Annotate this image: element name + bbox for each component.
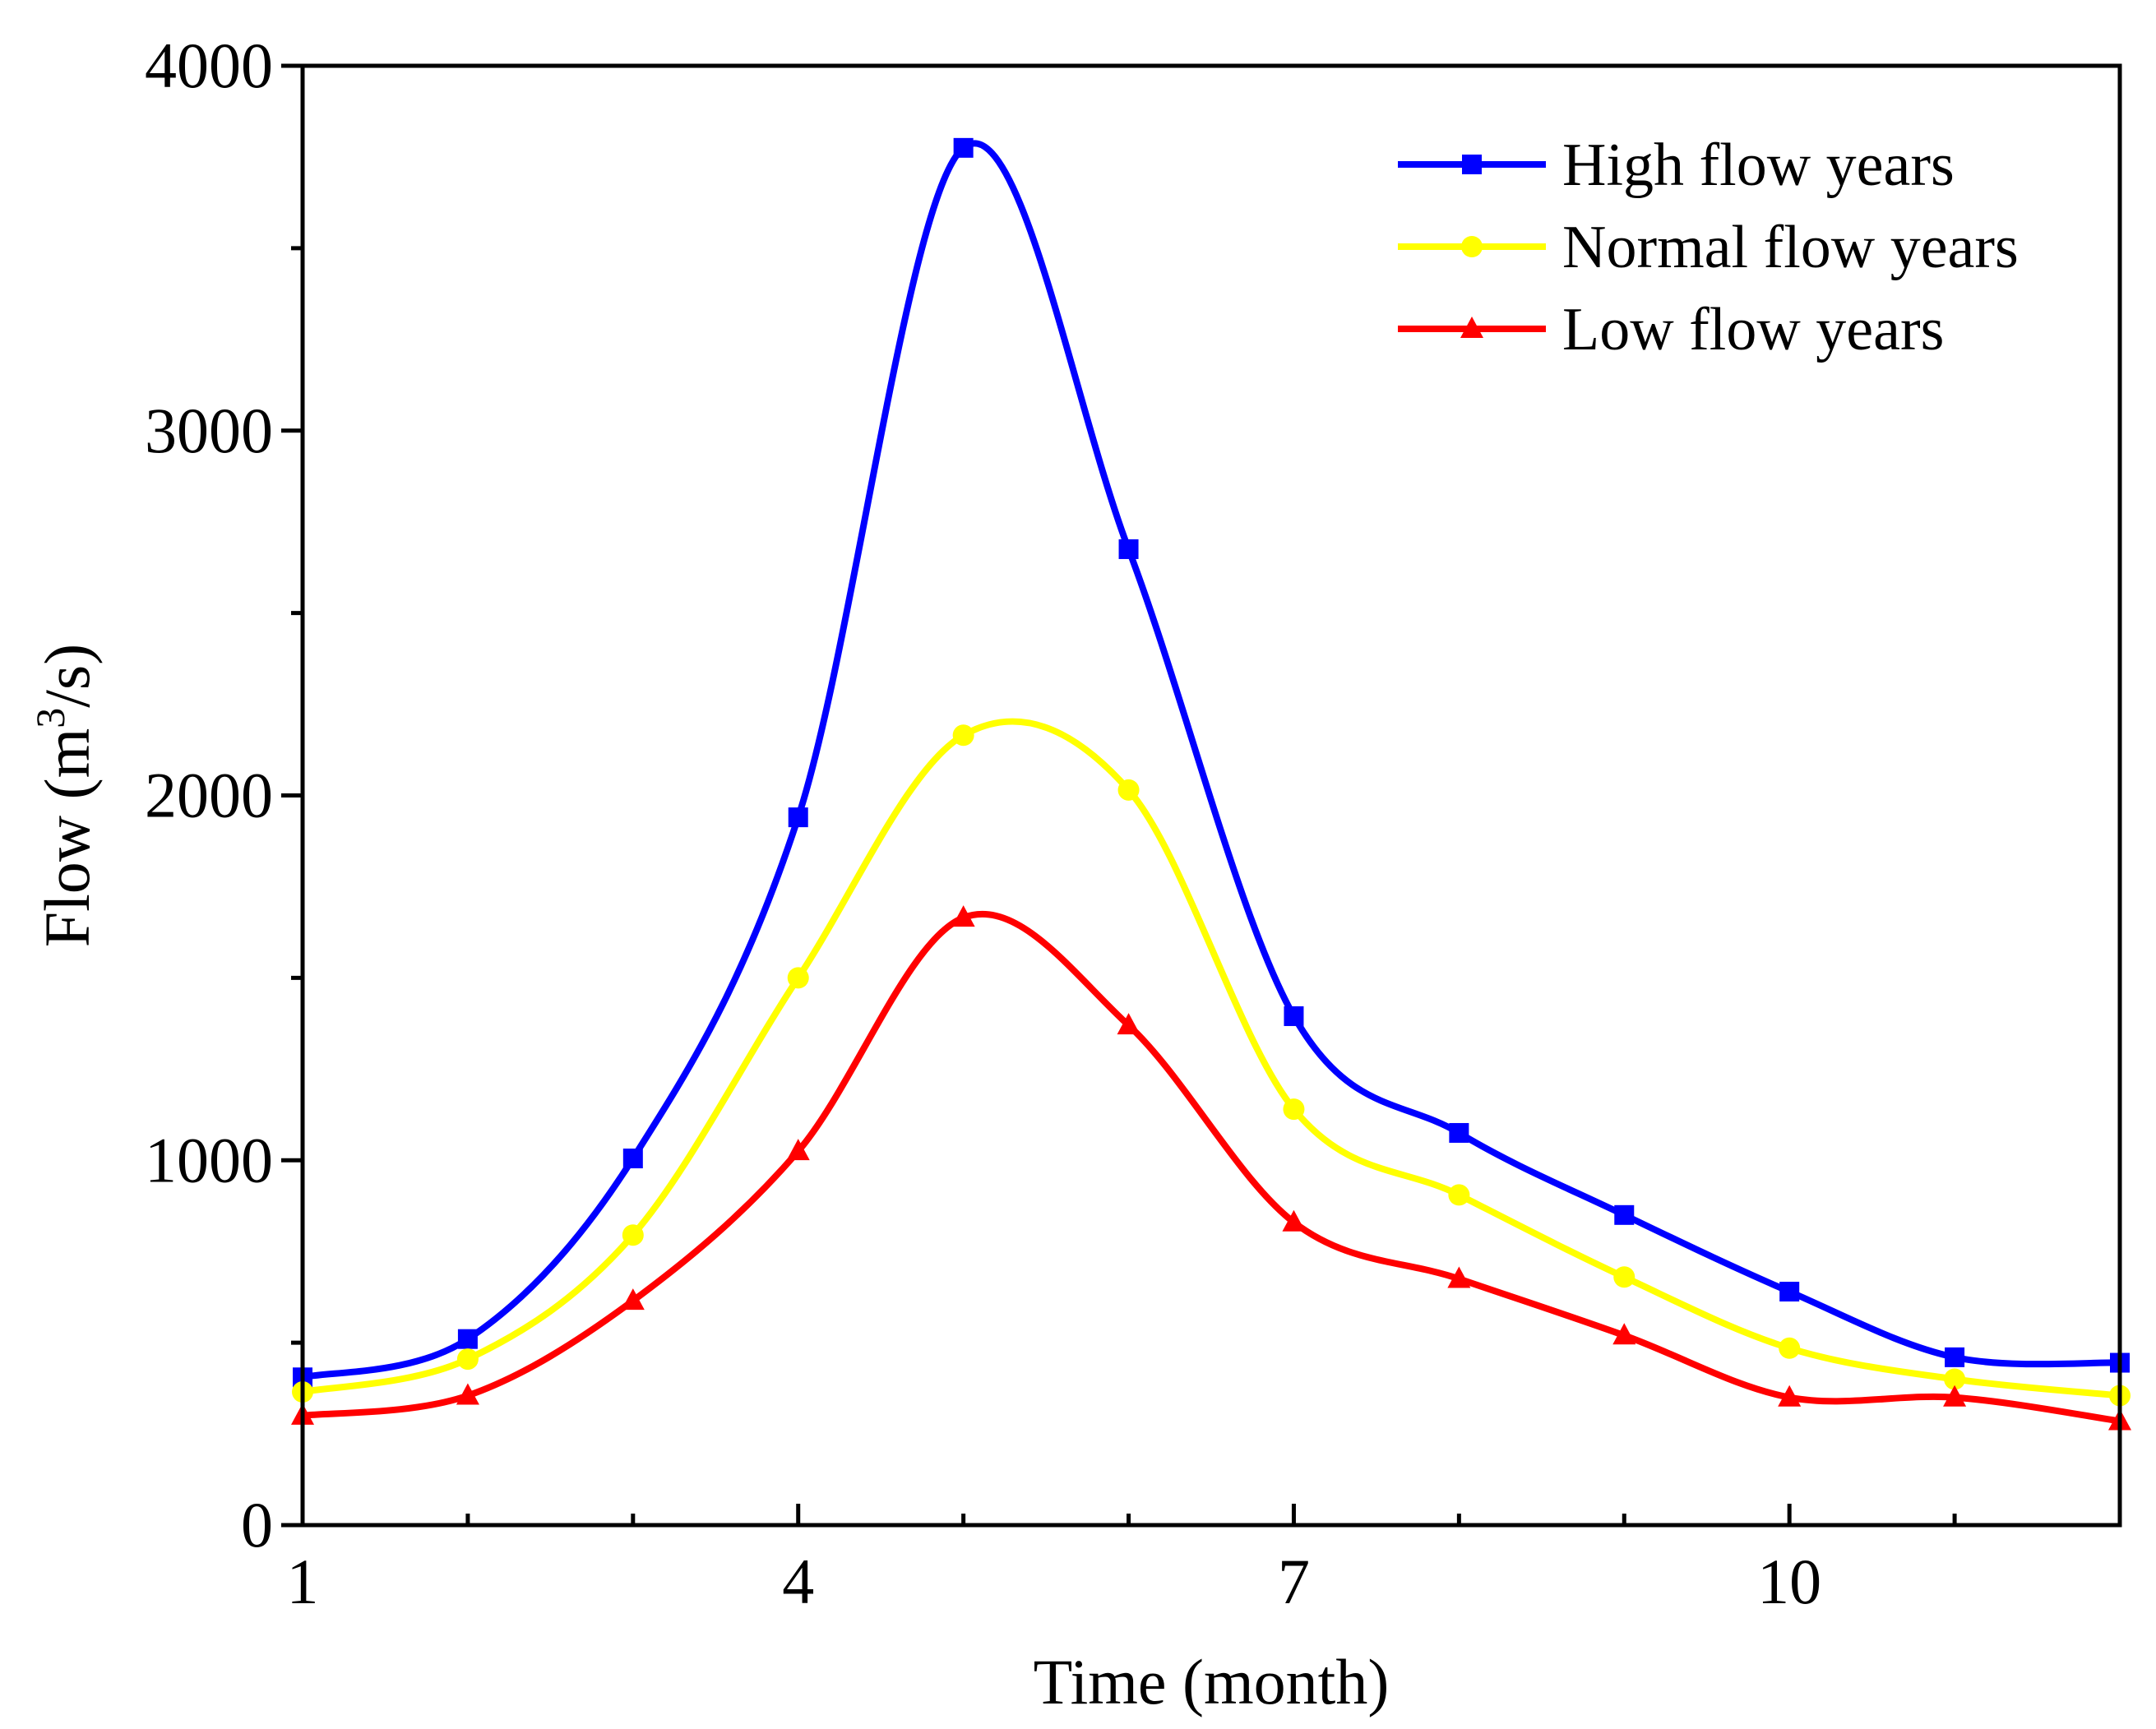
data-point-triangle	[1447, 1266, 1471, 1288]
data-point-square	[1284, 1006, 1304, 1026]
data-point-circle	[1283, 1098, 1305, 1121]
legend: High flow years Normal flow years Low flow…	[1398, 132, 2019, 363]
series-line-0	[302, 140, 2121, 1381]
data-point-square	[1449, 1122, 1469, 1143]
legend-marker-circle	[1461, 236, 1483, 257]
data-point-triangle	[1612, 1323, 1636, 1345]
y-axis-ticks: 0 1000 2000 3000 4000	[145, 30, 303, 1560]
data-point-circle	[1613, 1266, 1636, 1288]
data-point-triangle	[1778, 1385, 1802, 1407]
data-point-square	[622, 1149, 643, 1169]
data-point-square	[457, 1329, 478, 1349]
legend-label: High flow years	[1562, 132, 1955, 199]
y-tick-label: 4000	[145, 30, 273, 101]
y-axis-title-suffix: /s)	[31, 644, 103, 708]
legend-marker-triangle	[1460, 317, 1483, 338]
data-point-circle	[622, 1224, 644, 1246]
x-axis-title: Time (month)	[1034, 1646, 1390, 1717]
legend-label: Normal flow years	[1562, 214, 2019, 281]
data-point-square	[1779, 1282, 1800, 1301]
series-line-1	[302, 718, 2121, 1399]
y-axis-title-sup: 3	[27, 708, 73, 728]
data-point-triangle	[456, 1383, 479, 1405]
legend-marker-square	[1462, 155, 1482, 174]
data-point-triangle	[1943, 1385, 1967, 1407]
data-point-circle	[952, 724, 974, 747]
data-point-square	[788, 807, 808, 828]
x-tick-label: 4	[782, 1546, 814, 1617]
data-point-circle	[1448, 1184, 1470, 1206]
x-tick-label: 7	[1278, 1546, 1310, 1617]
data-point-triangle	[1282, 1209, 1306, 1232]
data-point-triangle	[621, 1288, 645, 1311]
x-axis-ticks: 1 4 7 10	[287, 1504, 1957, 1617]
data-point-square	[953, 137, 974, 158]
data-point-circle	[1944, 1368, 1966, 1390]
data-point-circle	[456, 1348, 479, 1371]
y-axis-title: Flow (m3/s)	[27, 644, 103, 948]
y-tick-label: 0	[241, 1489, 273, 1560]
data-point-triangle	[951, 905, 975, 927]
legend-label: Low flow years	[1562, 296, 1944, 363]
data-point-square	[1118, 539, 1139, 559]
data-point-square	[1614, 1204, 1635, 1225]
series-line-2	[302, 910, 2121, 1425]
y-tick-label: 2000	[145, 760, 273, 831]
data-point-circle	[1117, 779, 1140, 801]
y-tick-label: 1000	[145, 1124, 273, 1195]
y-tick-label: 3000	[145, 395, 273, 466]
data-point-circle	[1779, 1337, 1801, 1359]
y-axis-title-prefix: Flow (m	[31, 728, 103, 948]
data-point-triangle	[1117, 1013, 1140, 1035]
x-tick-label: 1	[287, 1546, 319, 1617]
data-point-square	[1945, 1347, 1965, 1367]
x-tick-label: 10	[1757, 1546, 1821, 1617]
data-point-circle	[787, 967, 809, 989]
data-point-triangle	[786, 1139, 810, 1161]
